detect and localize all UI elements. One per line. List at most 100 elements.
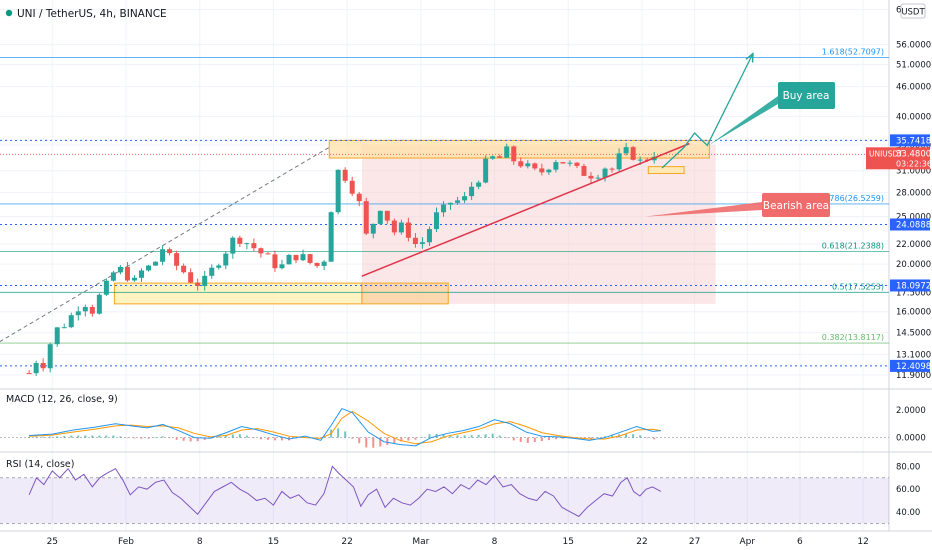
currency-button[interactable]: USDT	[900, 3, 925, 19]
candle-body-87	[637, 159, 643, 161]
time-tick-8: 22	[636, 537, 647, 547]
macd-hist-55	[414, 437, 417, 440]
macd-hist-9	[91, 435, 94, 438]
orange-support-zone[interactable]	[361, 282, 449, 305]
time-tick-3: 15	[268, 537, 279, 547]
candle-body-41	[314, 262, 320, 266]
candle-body-47	[356, 193, 362, 202]
macd-hist-50	[379, 437, 382, 447]
macd-title: MACD (12, 26, close, 9)	[6, 394, 118, 405]
macd-hist-54	[407, 437, 410, 441]
price-tick-8: 25.0000	[896, 213, 931, 223]
candle-body-71	[525, 163, 531, 167]
macd-hist-48	[365, 437, 368, 448]
level-tag-2	[890, 279, 930, 292]
candle-body-0	[26, 373, 32, 375]
macd-hist-74	[547, 437, 550, 441]
macd-hist-47	[358, 437, 361, 444]
macd-hist-56	[421, 436, 424, 438]
candle-body-31	[244, 243, 250, 245]
fib-label-2: 0.618(21.2388)	[822, 241, 884, 250]
time-tick-6: 8	[492, 537, 498, 547]
time-tick-4: 22	[341, 537, 352, 547]
macd-hist-68	[505, 437, 508, 439]
candle-body-37	[286, 254, 292, 265]
macd-line	[29, 407, 661, 447]
macd-hist-19	[161, 436, 164, 438]
price-axis[interactable]: 656.000051.000046.000040.000035.000031.0…	[866, 6, 932, 518]
support-zone[interactable]	[113, 282, 363, 305]
candle-body-21	[174, 253, 180, 266]
candle-body-8	[82, 306, 88, 312]
macd-hist-69	[512, 437, 515, 441]
macd-hist-7	[77, 435, 80, 438]
buy-area-label: Buy area	[783, 90, 830, 102]
candle-body-85	[623, 147, 629, 154]
fib-label-1: 0.786(26.5259)	[822, 194, 884, 203]
candle-body-50	[377, 210, 383, 224]
macd-hist-57	[428, 434, 431, 438]
candle-body-66	[490, 156, 496, 159]
candle-body-49	[370, 223, 376, 234]
candle-body-23	[188, 272, 194, 283]
macd-hist-32	[252, 437, 255, 439]
time-tick-2: 8	[197, 537, 203, 547]
price-tick-12: 16.0000	[896, 308, 931, 318]
candle-body-51	[384, 210, 390, 221]
level-tag-text-0: 35.7418	[896, 136, 931, 146]
support-trend-line[interactable]	[361, 142, 690, 277]
time-tick-12: 12	[857, 537, 868, 547]
buy-box[interactable]	[647, 166, 685, 174]
candle-body-77	[567, 162, 573, 164]
fib-label-0: 1.618(52.7097)	[822, 48, 884, 57]
buy-area-callout[interactable]: Buy area	[708, 82, 835, 146]
price-tick-4: 40.0000	[896, 112, 931, 122]
macd-hist-86	[632, 434, 635, 438]
macd-hist-1	[35, 436, 38, 438]
candle-body-68	[504, 146, 510, 158]
current-price-countdown: 03:22:36	[896, 159, 932, 168]
level-tag-3	[890, 359, 930, 372]
rsi-tick-0: 80.00	[896, 462, 920, 472]
macd-hist-89	[653, 437, 656, 440]
macd-hist-73	[540, 437, 543, 442]
projection-arrow[interactable]	[661, 54, 753, 169]
dashed-trend-line[interactable]	[0, 146, 330, 343]
time-tick-7: 15	[563, 537, 574, 547]
candle-body-78	[574, 162, 580, 166]
time-axis[interactable]: 25 Feb 8 15 22 Mar 8 15 22 27 Apr 6 12	[47, 537, 869, 547]
macd-hist-61	[456, 435, 459, 438]
candle-body-28	[223, 253, 229, 266]
candle-body-65	[483, 158, 489, 183]
macd-hist-13	[119, 436, 122, 438]
price-tick-3: 46.0000	[896, 83, 931, 93]
macd-hist-28	[224, 434, 227, 438]
candle-body-82	[602, 168, 608, 178]
macd-hist-4	[56, 436, 59, 438]
price-tick-11: 17.5000	[896, 289, 931, 299]
price-tick-14: 13.1000	[896, 350, 931, 360]
candle-body-84	[616, 153, 622, 170]
level-tag-text-2: 18.0972	[896, 281, 931, 291]
grid-lines	[0, 0, 889, 531]
current-price-tag	[866, 147, 930, 170]
macd-hist-12	[112, 435, 115, 438]
price-tick-9: 22.0000	[896, 240, 931, 250]
price-tick-10: 20.0000	[896, 260, 931, 270]
resistance-zone[interactable]	[328, 139, 710, 159]
macd-hist-64	[477, 434, 480, 438]
candle-body-45	[342, 169, 348, 181]
macd-hist-3	[49, 436, 52, 438]
macd-hist-45	[344, 431, 347, 438]
candle-body-7	[75, 311, 81, 316]
macd-hist-31	[245, 435, 248, 438]
bearish-area-callout[interactable]: Bearish area	[645, 193, 830, 217]
macd-hist-72	[533, 437, 536, 442]
macd-hist-52	[393, 437, 396, 444]
candle-body-79	[581, 165, 587, 176]
candle-body-15	[131, 277, 137, 281]
macd-hist-76	[561, 437, 564, 439]
candle-body-2	[40, 362, 46, 369]
candle-body-57	[426, 229, 432, 243]
